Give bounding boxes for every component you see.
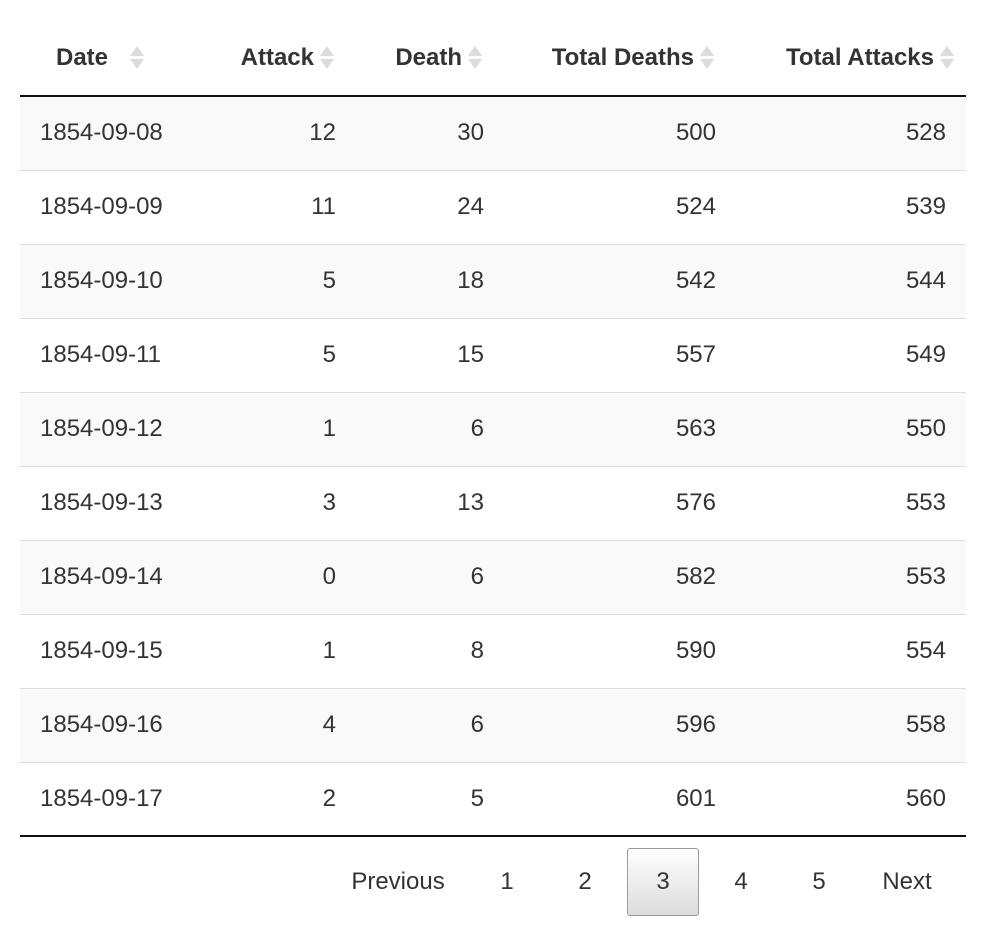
date-cell: 1854-09-12: [20, 391, 206, 466]
page-button-5[interactable]: 5: [812, 868, 826, 895]
column-header-date[interactable]: Date: [20, 20, 206, 97]
data-table: Date Attack Death: [20, 20, 966, 837]
table-row: 1854-09-08 12 30 500 528: [20, 96, 966, 170]
table-row: 1854-09-14 0 6 582 553: [20, 539, 966, 614]
total-attacks-cell: 558: [726, 687, 966, 762]
death-cell: 6: [346, 687, 494, 762]
table-header-row: Date Attack Death: [20, 20, 966, 97]
column-header-label: Date: [56, 43, 109, 71]
sort-icon[interactable]: [468, 42, 484, 74]
date-cell: 1854-09-11: [20, 317, 206, 392]
total-deaths-cell: 524: [494, 169, 726, 244]
death-cell: 15: [346, 317, 494, 392]
page-button-4[interactable]: 4: [734, 868, 748, 895]
date-cell: 1854-09-13: [20, 465, 206, 540]
total-attacks-cell: 544: [726, 243, 966, 318]
table-row: 1854-09-13 3 13 576 553: [20, 465, 966, 540]
attack-cell: 11: [206, 169, 346, 244]
total-deaths-cell: 563: [494, 391, 726, 466]
next-page-button[interactable]: Next: [882, 868, 932, 895]
date-cell: 1854-09-16: [20, 687, 206, 762]
date-cell: 1854-09-10: [20, 243, 206, 318]
total-attacks-cell: 528: [726, 96, 966, 170]
total-attacks-cell: 550: [726, 391, 966, 466]
column-header-label: Total Deaths: [551, 43, 694, 71]
death-cell: 18: [346, 243, 494, 318]
death-cell: 13: [346, 465, 494, 540]
death-cell: 6: [346, 391, 494, 466]
date-cell: 1854-09-15: [20, 613, 206, 688]
sort-icon[interactable]: [940, 42, 956, 74]
attack-cell: 3: [206, 465, 346, 540]
column-header-total-deaths[interactable]: Total Deaths: [494, 20, 726, 97]
table-row: 1854-09-09 11 24 524 539: [20, 169, 966, 244]
total-deaths-cell: 542: [494, 243, 726, 318]
table-row: 1854-09-16 4 6 596 558: [20, 687, 966, 762]
date-cell: 1854-09-17: [20, 761, 206, 837]
total-deaths-cell: 582: [494, 539, 726, 614]
page-button-3-current[interactable]: 3: [627, 848, 699, 916]
total-deaths-cell: 596: [494, 687, 726, 762]
table-row: 1854-09-10 5 18 542 544: [20, 243, 966, 318]
table-row: 1854-09-17 2 5 601 560: [20, 761, 966, 837]
column-header-label: Attack: [240, 43, 314, 71]
total-deaths-cell: 601: [494, 761, 726, 837]
date-cell: 1854-09-08: [20, 96, 206, 170]
sort-icon[interactable]: [130, 41, 146, 73]
death-cell: 6: [346, 539, 494, 614]
attack-cell: 1: [206, 391, 346, 466]
column-header-label: Death: [395, 43, 462, 71]
total-deaths-cell: 576: [494, 465, 726, 540]
total-attacks-cell: 549: [726, 317, 966, 392]
total-attacks-cell: 539: [726, 169, 966, 244]
table-body: 1854-09-08 12 30 500 528 1854-09-09 11 2…: [20, 96, 966, 837]
total-deaths-cell: 590: [494, 613, 726, 688]
column-header-total-attacks[interactable]: Total Attacks: [726, 20, 966, 97]
total-attacks-cell: 560: [726, 761, 966, 837]
table-row: 1854-09-15 1 8 590 554: [20, 613, 966, 688]
death-cell: 30: [346, 96, 494, 170]
page-button-1[interactable]: 1: [500, 868, 514, 895]
column-header-label: Total Attacks: [785, 43, 934, 71]
death-cell: 5: [346, 761, 494, 837]
attack-cell: 1: [206, 613, 346, 688]
total-deaths-cell: 500: [494, 96, 726, 170]
attack-cell: 4: [206, 687, 346, 762]
previous-page-button[interactable]: Previous: [351, 868, 445, 895]
sort-icon[interactable]: [700, 42, 716, 74]
total-attacks-cell: 553: [726, 465, 966, 540]
attack-cell: 5: [206, 317, 346, 392]
attack-cell: 0: [206, 539, 346, 614]
date-cell: 1854-09-09: [20, 169, 206, 244]
attack-cell: 5: [206, 243, 346, 318]
data-table-container: Date Attack Death: [20, 20, 966, 837]
death-cell: 8: [346, 613, 494, 688]
pagination: Previous 1 2 3 4 5 Next: [328, 848, 956, 916]
total-deaths-cell: 557: [494, 317, 726, 392]
table-row: 1854-09-11 5 15 557 549: [20, 317, 966, 392]
page-button-2[interactable]: 2: [578, 868, 592, 895]
column-header-attack[interactable]: Attack: [206, 20, 346, 97]
total-attacks-cell: 554: [726, 613, 966, 688]
column-header-death[interactable]: Death: [346, 20, 494, 97]
date-cell: 1854-09-14: [20, 539, 206, 614]
attack-cell: 2: [206, 761, 346, 837]
sort-icon[interactable]: [320, 42, 336, 74]
death-cell: 24: [346, 169, 494, 244]
total-attacks-cell: 553: [726, 539, 966, 614]
attack-cell: 12: [206, 96, 346, 170]
table-row: 1854-09-12 1 6 563 550: [20, 391, 966, 466]
